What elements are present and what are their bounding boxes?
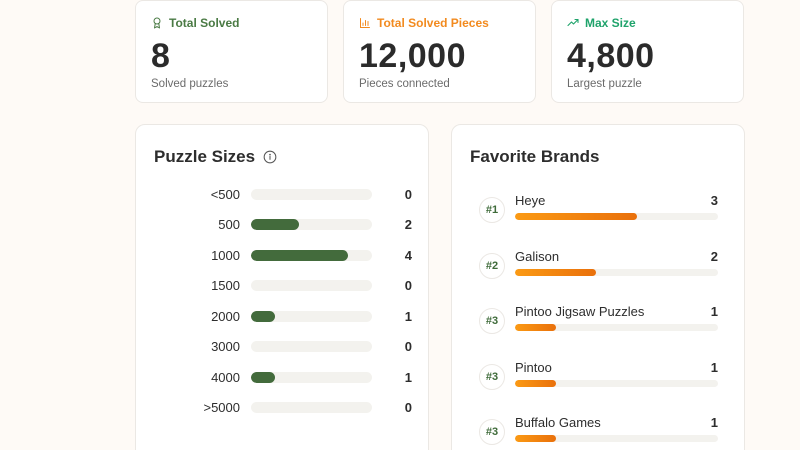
size-bar-fill — [251, 249, 348, 261]
size-bar-track — [251, 249, 372, 261]
brand-bar-fill — [515, 268, 597, 276]
brand-bar-track — [515, 379, 718, 387]
size-label: 4000 — [211, 369, 240, 385]
size-label: 3000 — [211, 339, 240, 354]
stat-value: 8 — [151, 37, 171, 75]
size-label: <500 — [210, 186, 240, 202]
brand-count: 1 — [710, 304, 718, 319]
size-bar-fill — [251, 219, 300, 230]
size-bar-track — [251, 188, 372, 200]
brand-row: #2 Galison 2 — [452, 249, 744, 289]
rank-badge: #2 — [479, 252, 505, 279]
size-count: 2 — [404, 217, 412, 232]
size-bar-track — [251, 341, 372, 352]
puzzle-sizes-panel: Puzzle Sizes <500 0 500 2 1000 4 1500 0 2000 1 300… — [135, 124, 429, 450]
brand-bar-track — [515, 268, 718, 276]
panel-title: Puzzle Sizes — [154, 147, 277, 167]
brand-bar-track — [515, 435, 718, 442]
stat-card-total-solved: Total Solved 8 Solved puzzles — [135, 0, 328, 103]
info-icon[interactable] — [263, 150, 277, 164]
size-bar-track — [251, 219, 372, 230]
brand-row: #3 Pintoo 1 — [452, 360, 744, 400]
size-row: <500 0 — [136, 184, 428, 204]
stat-subtitle: Largest puzzle — [567, 78, 642, 90]
brand-name: Galison — [515, 248, 560, 264]
stat-title: Max Size — [585, 16, 636, 30]
size-count: 0 — [404, 186, 412, 202]
brand-count: 3 — [710, 193, 718, 208]
stat-subtitle: Solved puzzles — [151, 78, 229, 90]
trending-up-icon — [567, 18, 579, 27]
brand-bar-track — [515, 324, 718, 331]
size-label: >5000 — [203, 400, 240, 415]
size-count: 0 — [404, 339, 412, 354]
stat-title: Total Solved — [169, 16, 240, 30]
brand-count: 2 — [710, 248, 718, 264]
size-count: 1 — [404, 369, 412, 385]
award-icon — [153, 17, 161, 29]
size-count: 4 — [404, 247, 412, 263]
brand-bar-fill — [515, 324, 556, 331]
brand-name: Pintoo Jigsaw Puzzles — [515, 304, 645, 319]
brand-name: Pintoo — [515, 359, 552, 375]
brand-bar-fill — [515, 435, 556, 442]
brand-row: #1 Heye 3 — [452, 193, 744, 233]
favorite-brands-title: Favorite Brands — [470, 147, 600, 166]
stat-subtitle: Pieces connected — [359, 78, 450, 90]
size-bar-track — [251, 310, 372, 322]
size-count: 1 — [404, 308, 412, 324]
stat-value: 12,000 — [359, 37, 466, 75]
puzzle-sizes-title: Puzzle Sizes — [154, 147, 256, 166]
stat-header: Total Solved — [151, 15, 312, 31]
size-row: 2000 1 — [136, 306, 428, 326]
size-count: 0 — [404, 278, 412, 293]
size-row: 1500 0 — [136, 276, 428, 296]
brand-row: #3 Buffalo Games 1 — [452, 415, 744, 450]
size-label: 500 — [218, 217, 240, 232]
size-label: 1000 — [211, 247, 240, 263]
size-label: 1500 — [211, 278, 240, 293]
size-bar-track — [251, 280, 372, 291]
size-bar-track — [251, 402, 372, 413]
brand-count: 1 — [710, 359, 718, 375]
stat-header: Total Solved Pieces — [359, 15, 520, 31]
brand-name: Buffalo Games — [515, 415, 601, 430]
stat-card-max-size: Max Size 4,800 Largest puzzle — [551, 0, 744, 103]
brand-count: 1 — [710, 415, 718, 430]
brand-bar-fill — [515, 213, 637, 220]
panel-title: Favorite Brands — [470, 147, 599, 167]
size-bar-fill — [251, 371, 276, 383]
stat-card-total-pieces: Total Solved Pieces 12,000 Pieces connec… — [343, 0, 536, 103]
stat-header: Max Size — [567, 15, 728, 31]
brand-bar-track — [515, 213, 718, 220]
favorite-brands-panel: Favorite Brands #1 Heye 3 #2 Galison 2 #3 Pinto… — [451, 124, 745, 450]
size-row: 1000 4 — [136, 245, 428, 265]
stat-value: 4,800 — [567, 37, 655, 75]
size-count: 0 — [404, 400, 412, 415]
size-bar-fill — [251, 310, 276, 322]
size-row: 4000 1 — [136, 367, 428, 387]
rank-badge: #3 — [479, 419, 505, 445]
size-row: >5000 0 — [136, 398, 428, 418]
rank-badge: #3 — [479, 363, 505, 390]
rank-badge: #1 — [479, 197, 505, 223]
size-label: 2000 — [211, 308, 240, 324]
brand-bar-fill — [515, 379, 556, 387]
size-row: 500 2 — [136, 215, 428, 235]
stat-title: Total Solved Pieces — [377, 16, 489, 30]
size-row: 3000 0 — [136, 337, 428, 357]
brand-name: Heye — [515, 193, 546, 208]
size-bar-track — [251, 371, 372, 383]
rank-badge: #3 — [479, 308, 505, 334]
bar-chart-icon — [360, 18, 370, 28]
brand-row: #3 Pintoo Jigsaw Puzzles 1 — [452, 304, 744, 344]
